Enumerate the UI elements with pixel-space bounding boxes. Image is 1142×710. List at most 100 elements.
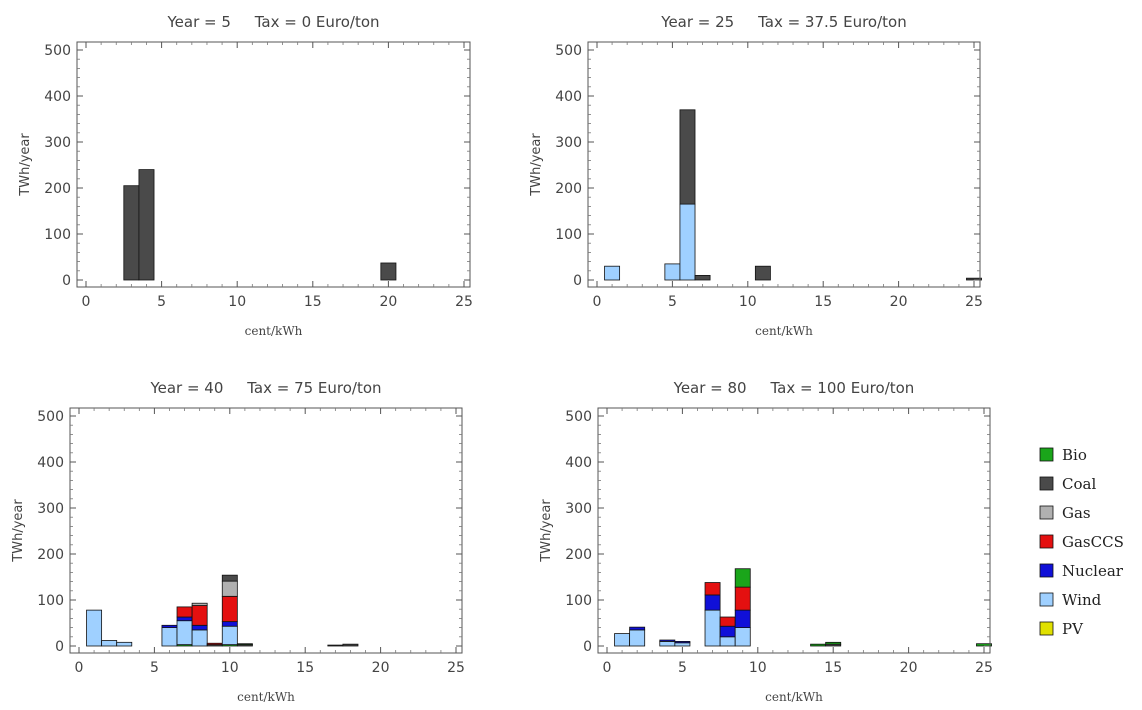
bar-segment-nuclear [719,625,736,638]
x-tick-label: 0 [75,660,84,676]
y-tick-label: 400 [565,455,592,471]
x-tick-label: 5 [678,660,687,676]
bar-segment-bio [810,643,827,647]
bar-segment-nuclear [659,639,676,642]
bar-segment-bio [236,643,253,646]
x-tick-label: 20 [900,660,918,676]
x-tick-label: 10 [739,294,757,310]
legend-item-gasccs: GasCCS [1039,533,1124,551]
bar-segment-gas [221,580,238,597]
bar-segment-wind [614,633,631,647]
y-tick-label: 100 [37,593,64,609]
legend-swatch [1039,505,1054,520]
bar-segment-coal [679,109,696,205]
x-axis: 0 5 10 15 20 25 [603,408,993,676]
bar-segment-nuclear [191,624,208,631]
legend-item-bio: Bio [1039,446,1087,464]
bar-segment-bio [825,641,842,645]
bar-segment-nuclear [176,616,193,622]
legend-label: Nuclear [1062,562,1124,580]
y-tick-label: 0 [573,273,582,289]
chart-title: Year = 25 Tax = 37.5 Euro/ton [660,13,906,31]
bar-segment-coal [221,574,238,582]
y-tick-label: 0 [62,273,71,289]
plot-frame [69,407,463,654]
y-tick-label: 200 [37,547,64,563]
bar-segment-nuclear [674,641,691,644]
y-axis: 0 100 200 300 400 500 [37,409,462,655]
chart-title: Year = 5 Tax = 0 Euro/ton [166,13,379,31]
legend-swatch [1039,621,1054,636]
chart-panel-4: 0 100 200 300 400 500 0 5 10 15 20 25 Year = 80 Tax … [539,379,993,704]
plot-frame [597,407,991,654]
y-tick-label: 200 [565,547,592,563]
bar-segment-nuclear [629,626,646,631]
bar-segment-wind [221,625,238,646]
bar-segment-wind [674,642,691,647]
x-tick-label: 0 [82,294,91,310]
legend-item-gas: Gas [1039,504,1091,522]
y-tick-label: 200 [44,181,71,197]
bar-segment-nuclear [734,609,751,628]
y-tick-label: 300 [565,501,592,517]
chart-panel-3: 0 100 200 300 400 500 0 5 10 15 20 25 Year = 40 Tax … [11,379,465,704]
bar-segment-wind [161,627,178,647]
chart-panel-2: 0 100 200 300 400 500 0 5 10 15 20 25 Year = 25 Tax … [529,13,983,338]
x-axis-label: cent/kWh [237,690,295,704]
bar-segment-wind [704,609,721,647]
bar-segment-coal [694,274,711,281]
y-tick-label: 0 [583,639,592,655]
bar-segment-coal [123,185,140,281]
bar-segment-gasccs [704,582,721,596]
x-tick-label: 0 [593,294,602,310]
bar-segment-coal [754,265,771,281]
y-tick-label: 500 [44,43,71,59]
y-axis: 0 100 200 300 400 500 [565,409,990,655]
bar-segment-coal [138,169,155,281]
x-tick-label: 15 [296,660,314,676]
bar-segment-coal [327,644,344,647]
legend-swatch [1039,592,1054,607]
bar-segment-gasccs [206,642,223,646]
bar-segment-wind [734,627,751,647]
x-tick-label: 15 [814,294,832,310]
bar-segment-gasccs [719,616,736,627]
bars [86,574,359,647]
y-tick-label: 300 [37,501,64,517]
y-tick-label: 100 [44,227,71,243]
bar-segment-wind [86,609,103,647]
legend-item-wind: Wind [1039,591,1102,609]
y-tick-label: 400 [37,455,64,471]
bars [604,109,982,281]
bar-segment-wind [679,203,696,281]
bar-segment-wind [176,620,193,646]
bar-segment-coal [342,643,359,647]
x-tick-label: 20 [890,294,908,310]
bar-segment-gasccs [734,586,751,611]
x-tick-label: 0 [603,660,612,676]
x-tick-label: 10 [221,660,239,676]
bar-segment-wind [629,629,646,647]
y-tick-label: 300 [44,135,71,151]
legend-label: Wind [1062,591,1102,609]
y-tick-label: 200 [555,181,582,197]
y-tick-label: 500 [555,43,582,59]
legend-swatch [1039,476,1054,491]
y-axis: 0 100 200 300 400 500 [44,43,470,289]
plot-frame [587,41,981,288]
x-tick-label: 15 [824,660,842,676]
legend-item-nuclear: Nuclear [1039,562,1124,580]
bar-segment-wind [719,636,736,647]
y-tick-label: 100 [555,227,582,243]
legend-item-pv: PV [1039,620,1084,638]
legend-label: GasCCS [1062,533,1124,551]
bar-segment-nuclear [221,621,238,627]
x-axis-label: cent/kWh [755,324,813,338]
bar-segment-gasccs [221,595,238,623]
legend-label: Gas [1062,504,1091,522]
x-tick-label: 25 [965,294,983,310]
y-axis-label: TWh/year [11,499,26,563]
y-axis-label: TWh/year [539,499,554,563]
